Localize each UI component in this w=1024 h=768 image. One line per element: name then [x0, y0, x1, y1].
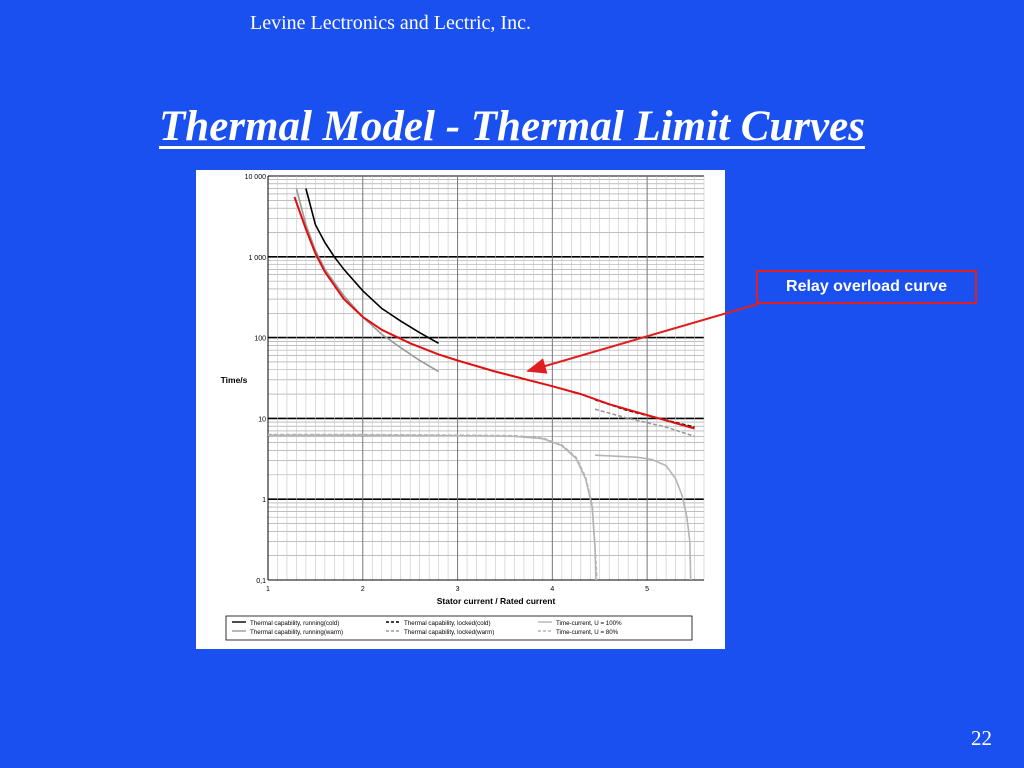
- relay-overload-callout: Relay overload curve: [756, 270, 977, 304]
- page-number: 22: [971, 726, 992, 750]
- y-tick-label: 1: [262, 497, 266, 504]
- legend-box: [225, 615, 693, 641]
- legend-label: Thermal capability, running(warm): [250, 629, 343, 636]
- legend-label: Time-current, U = 100%: [556, 620, 622, 627]
- series-line: [295, 188, 440, 373]
- relay-overload-curve: [293, 196, 695, 430]
- y-tick-label: 10 000: [245, 174, 267, 181]
- legend-label: Thermal capability, locked(warm): [404, 629, 494, 636]
- y-tick-label: 10: [258, 416, 266, 423]
- x-tick-label: 5: [645, 586, 649, 593]
- legend-label: Thermal capability, running(cold): [250, 620, 339, 627]
- y-tick-label: 0,1: [256, 578, 266, 585]
- x-tick-label: 2: [361, 586, 365, 593]
- time-current-overlay-line: [594, 454, 692, 581]
- slide-title: Thermal Model - Thermal Limit Curves: [159, 103, 865, 150]
- x-tick-label: 3: [456, 586, 460, 593]
- y-tick-label: 100: [254, 336, 266, 343]
- x-axis-label: Stator current / Rated current: [437, 596, 556, 606]
- series-line: [305, 188, 439, 344]
- x-tick-label: 1: [266, 586, 270, 593]
- series-line: [268, 434, 597, 581]
- series-line: [268, 433, 598, 581]
- company-header: Levine Lectronics and Lectric, Inc.: [250, 12, 531, 34]
- y-tick-label: 1 000: [248, 255, 266, 262]
- legend-label: Thermal capability, locked(cold): [404, 620, 491, 627]
- x-tick-label: 4: [550, 586, 554, 593]
- legend-label: Time-current, U = 80%: [556, 629, 619, 636]
- thermal-limit-chart: 0,1 1 10 100 1 000 10 000 1 2 3 4 5 Time/s Stator cu…: [196, 170, 725, 649]
- y-axis-label: Time/s: [221, 375, 248, 385]
